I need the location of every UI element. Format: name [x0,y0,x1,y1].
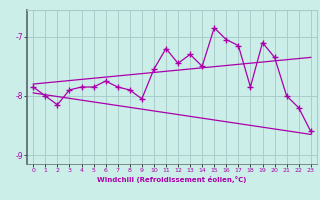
X-axis label: Windchill (Refroidissement éolien,°C): Windchill (Refroidissement éolien,°C) [97,176,247,183]
